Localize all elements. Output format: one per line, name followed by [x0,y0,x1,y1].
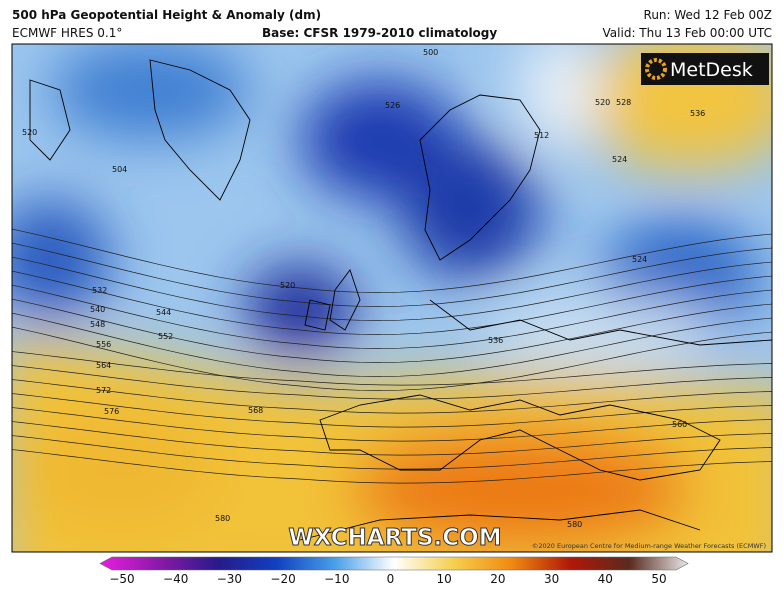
contour-line [12,365,772,400]
contour-label: 560 [672,420,687,429]
contour-label: 568 [248,406,263,415]
colorbar-tick-label: 50 [651,572,666,586]
contour-label: 520 [595,98,610,107]
coastlines [29,59,772,541]
contour-line [12,228,772,293]
contour-label: 520 [280,281,295,290]
logo: MetDesk [670,59,753,81]
model: ECMWF HRES 0.1° [12,26,122,40]
colorbar-tick-label: 30 [544,572,559,586]
contour-label: 532 [92,286,107,295]
contour-line [12,421,772,456]
run: Run: Wed 12 Feb 00Z [644,8,772,22]
contour-line [12,284,772,349]
colorbar-ticks: −50 −40 −30 −20 −10 0 10 20 30 40 50 [109,572,666,586]
contour-label: 572 [96,386,111,395]
contour-label: 536 [690,109,705,118]
contour-label: 540 [90,305,105,314]
contour-label: 580 [567,520,582,529]
contour-label: 500 [423,48,438,57]
colorbar-tick-label: −40 [163,572,188,586]
contour-label: 564 [96,361,111,370]
contour-line [12,256,772,321]
contours [12,228,772,484]
copyright: ©2020 European Centre for Medium-range W… [532,542,766,550]
contour-label: 524 [612,155,627,164]
colorbar-tick-label: 10 [437,572,452,586]
colorbar-tick-label: −20 [270,572,295,586]
contour-label: 526 [385,101,400,110]
colorbar-tick-label: 0 [387,572,395,586]
map: 504 520 532 540 548 556 564 572 576 544 552 568 580 5… [12,44,772,552]
logo-box [641,53,769,85]
contour-line [12,351,772,386]
contour-label: 556 [96,340,111,349]
colorbar-tick-label: −30 [217,572,242,586]
colorbar-tick-label: 20 [490,572,505,586]
contour-line [12,449,772,484]
watermark: WXCHARTS.COM [288,525,501,551]
contour-label: 548 [90,320,105,329]
contour-line [12,242,772,307]
colorbar-tick-label: −50 [109,572,134,586]
contour-labels: 504 520 532 540 548 556 564 572 576 544 552 568 580 5… [22,48,705,529]
map-frame [11,43,773,553]
contour-line [12,298,772,363]
base: Base: CFSR 1979-2010 climatology [262,26,497,40]
contour-label: 552 [158,332,173,341]
contour-label: 524 [632,255,647,264]
contour-label: 512 [534,131,549,140]
colorbar [99,556,689,571]
contour-label: 504 [112,165,127,174]
contour-label: 528 [616,98,631,107]
contour-label: 576 [104,407,119,416]
contour-label: 580 [215,514,230,523]
colorbar-tick-label: 40 [598,572,613,586]
contour-line [12,326,772,391]
colorbar-tick-label: −10 [324,572,349,586]
contour-line [12,407,772,442]
contour-label: 520 [22,128,37,137]
contour-line [12,393,772,428]
contour-line [12,270,772,335]
contour-label: 544 [156,308,171,317]
contour-line [12,435,772,470]
valid: Valid: Thu 13 Feb 00:00 UTC [603,26,772,40]
title: 500 hPa Geopotential Height & Anomaly (d… [12,8,321,22]
contour-line [12,379,772,414]
contour-line [12,312,772,377]
logo-icon [645,58,667,80]
contour-label: 536 [488,336,503,345]
